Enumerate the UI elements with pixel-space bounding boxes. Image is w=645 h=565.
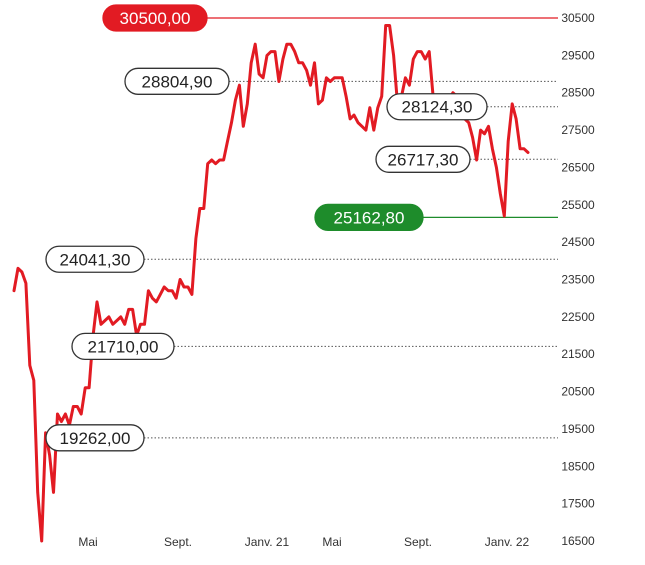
callout-label: 19262,00 xyxy=(60,429,131,448)
callout-box xyxy=(45,424,145,452)
callout-box xyxy=(71,332,175,361)
callout-label: 30500,00 xyxy=(120,9,191,28)
callout-label: 21710,00 xyxy=(88,337,159,356)
x-tick-label: Sept. xyxy=(404,535,432,549)
value-callout: 28804,90 xyxy=(124,67,230,95)
y-tick-label: 18500 xyxy=(561,459,595,473)
y-tick-label: 28500 xyxy=(561,86,595,100)
callout-box xyxy=(375,145,471,173)
y-tick-label: 23500 xyxy=(561,273,595,287)
callout-label: 28804,90 xyxy=(142,72,213,91)
callout-box xyxy=(102,4,208,32)
callout-label: 26717,30 xyxy=(388,150,459,169)
callout-label: 24041,30 xyxy=(60,250,131,269)
y-tick-label: 22500 xyxy=(561,310,595,324)
callout-box xyxy=(314,203,424,232)
x-tick-label: Janv. 21 xyxy=(245,535,290,549)
callout-label: 28124,30 xyxy=(402,98,473,117)
y-tick-label: 30500 xyxy=(561,11,595,25)
y-tick-label: 25500 xyxy=(561,198,595,212)
callout-box xyxy=(45,245,145,273)
y-tick-label: 29500 xyxy=(561,48,595,62)
callout-label: 25162,80 xyxy=(334,208,405,227)
value-callout: 19262,00 xyxy=(45,424,145,452)
callout-box xyxy=(386,93,488,121)
value-callouts: 30500,00 28804,90 28124,30 26717,30 25162,80… xyxy=(45,4,488,452)
value-callout: 24041,30 xyxy=(45,245,145,273)
y-axis-ticks: 30500 29500 28500 27500 26500 25500 24500 23500… xyxy=(561,11,595,548)
y-tick-label: 24500 xyxy=(561,235,595,249)
y-tick-label: 20500 xyxy=(561,385,595,399)
value-callout: 30500,00 xyxy=(102,4,208,32)
y-tick-label: 27500 xyxy=(561,123,595,137)
y-tick-label: 21500 xyxy=(561,347,595,361)
y-tick-label: 17500 xyxy=(561,497,595,511)
value-callout: 21710,00 xyxy=(71,332,175,361)
x-tick-label: Mai xyxy=(322,535,341,549)
value-callout: 26717,30 xyxy=(375,145,471,173)
value-callout: 25162,80 xyxy=(314,203,424,232)
callout-box xyxy=(124,67,230,95)
x-tick-label: Sept. xyxy=(164,535,192,549)
x-tick-label: Mai xyxy=(78,535,97,549)
x-tick-label: Janv. 22 xyxy=(485,535,530,549)
y-tick-label: 16500 xyxy=(561,534,595,548)
reference-lines xyxy=(144,17,558,439)
y-tick-label: 26500 xyxy=(561,160,595,174)
value-callout: 28124,30 xyxy=(386,93,488,121)
x-axis-ticks: Mai Sept. Janv. 21 Mai Sept. Janv. 22 xyxy=(78,535,529,549)
y-tick-label: 19500 xyxy=(561,422,595,436)
